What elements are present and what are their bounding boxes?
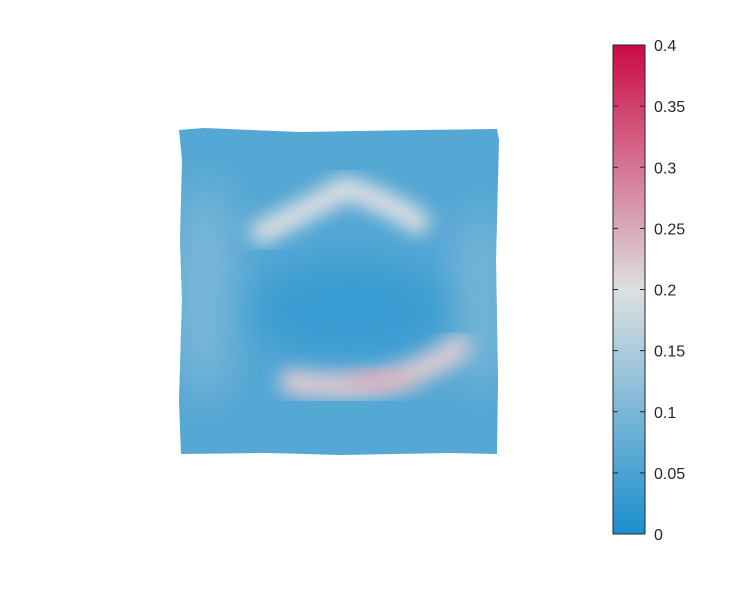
field-upper-arc <box>250 175 430 244</box>
colorbar-ticks: 0 0.05 0.1 0.15 0.2 0.25 0.3 0.35 0.4 <box>613 38 685 544</box>
heatmap-field <box>179 128 499 455</box>
colorbar-tick-label: 0.3 <box>654 160 676 177</box>
colorbar: 0 0.05 0.1 0.15 0.2 0.25 0.3 0.35 0.4 <box>612 38 685 544</box>
colorbar-tick-label: 0 <box>654 527 663 544</box>
field-center-hole <box>250 260 450 360</box>
field-lower-arc-core <box>344 373 412 387</box>
colorbar-tick-label: 0.15 <box>654 344 685 361</box>
field-left-band <box>179 180 235 400</box>
colorbar-tick-label: 0.1 <box>654 405 676 422</box>
colorbar-tick-label: 0.05 <box>654 466 685 483</box>
colorbar-tick-label: 0.35 <box>654 99 685 116</box>
colorbar-tick-label: 0.2 <box>654 283 676 300</box>
colorbar-tick-label: 0.25 <box>654 221 685 238</box>
colorbar-tick-label: 0.4 <box>654 38 676 55</box>
colorbar-gradient <box>613 45 645 534</box>
field-right-band <box>455 210 499 390</box>
